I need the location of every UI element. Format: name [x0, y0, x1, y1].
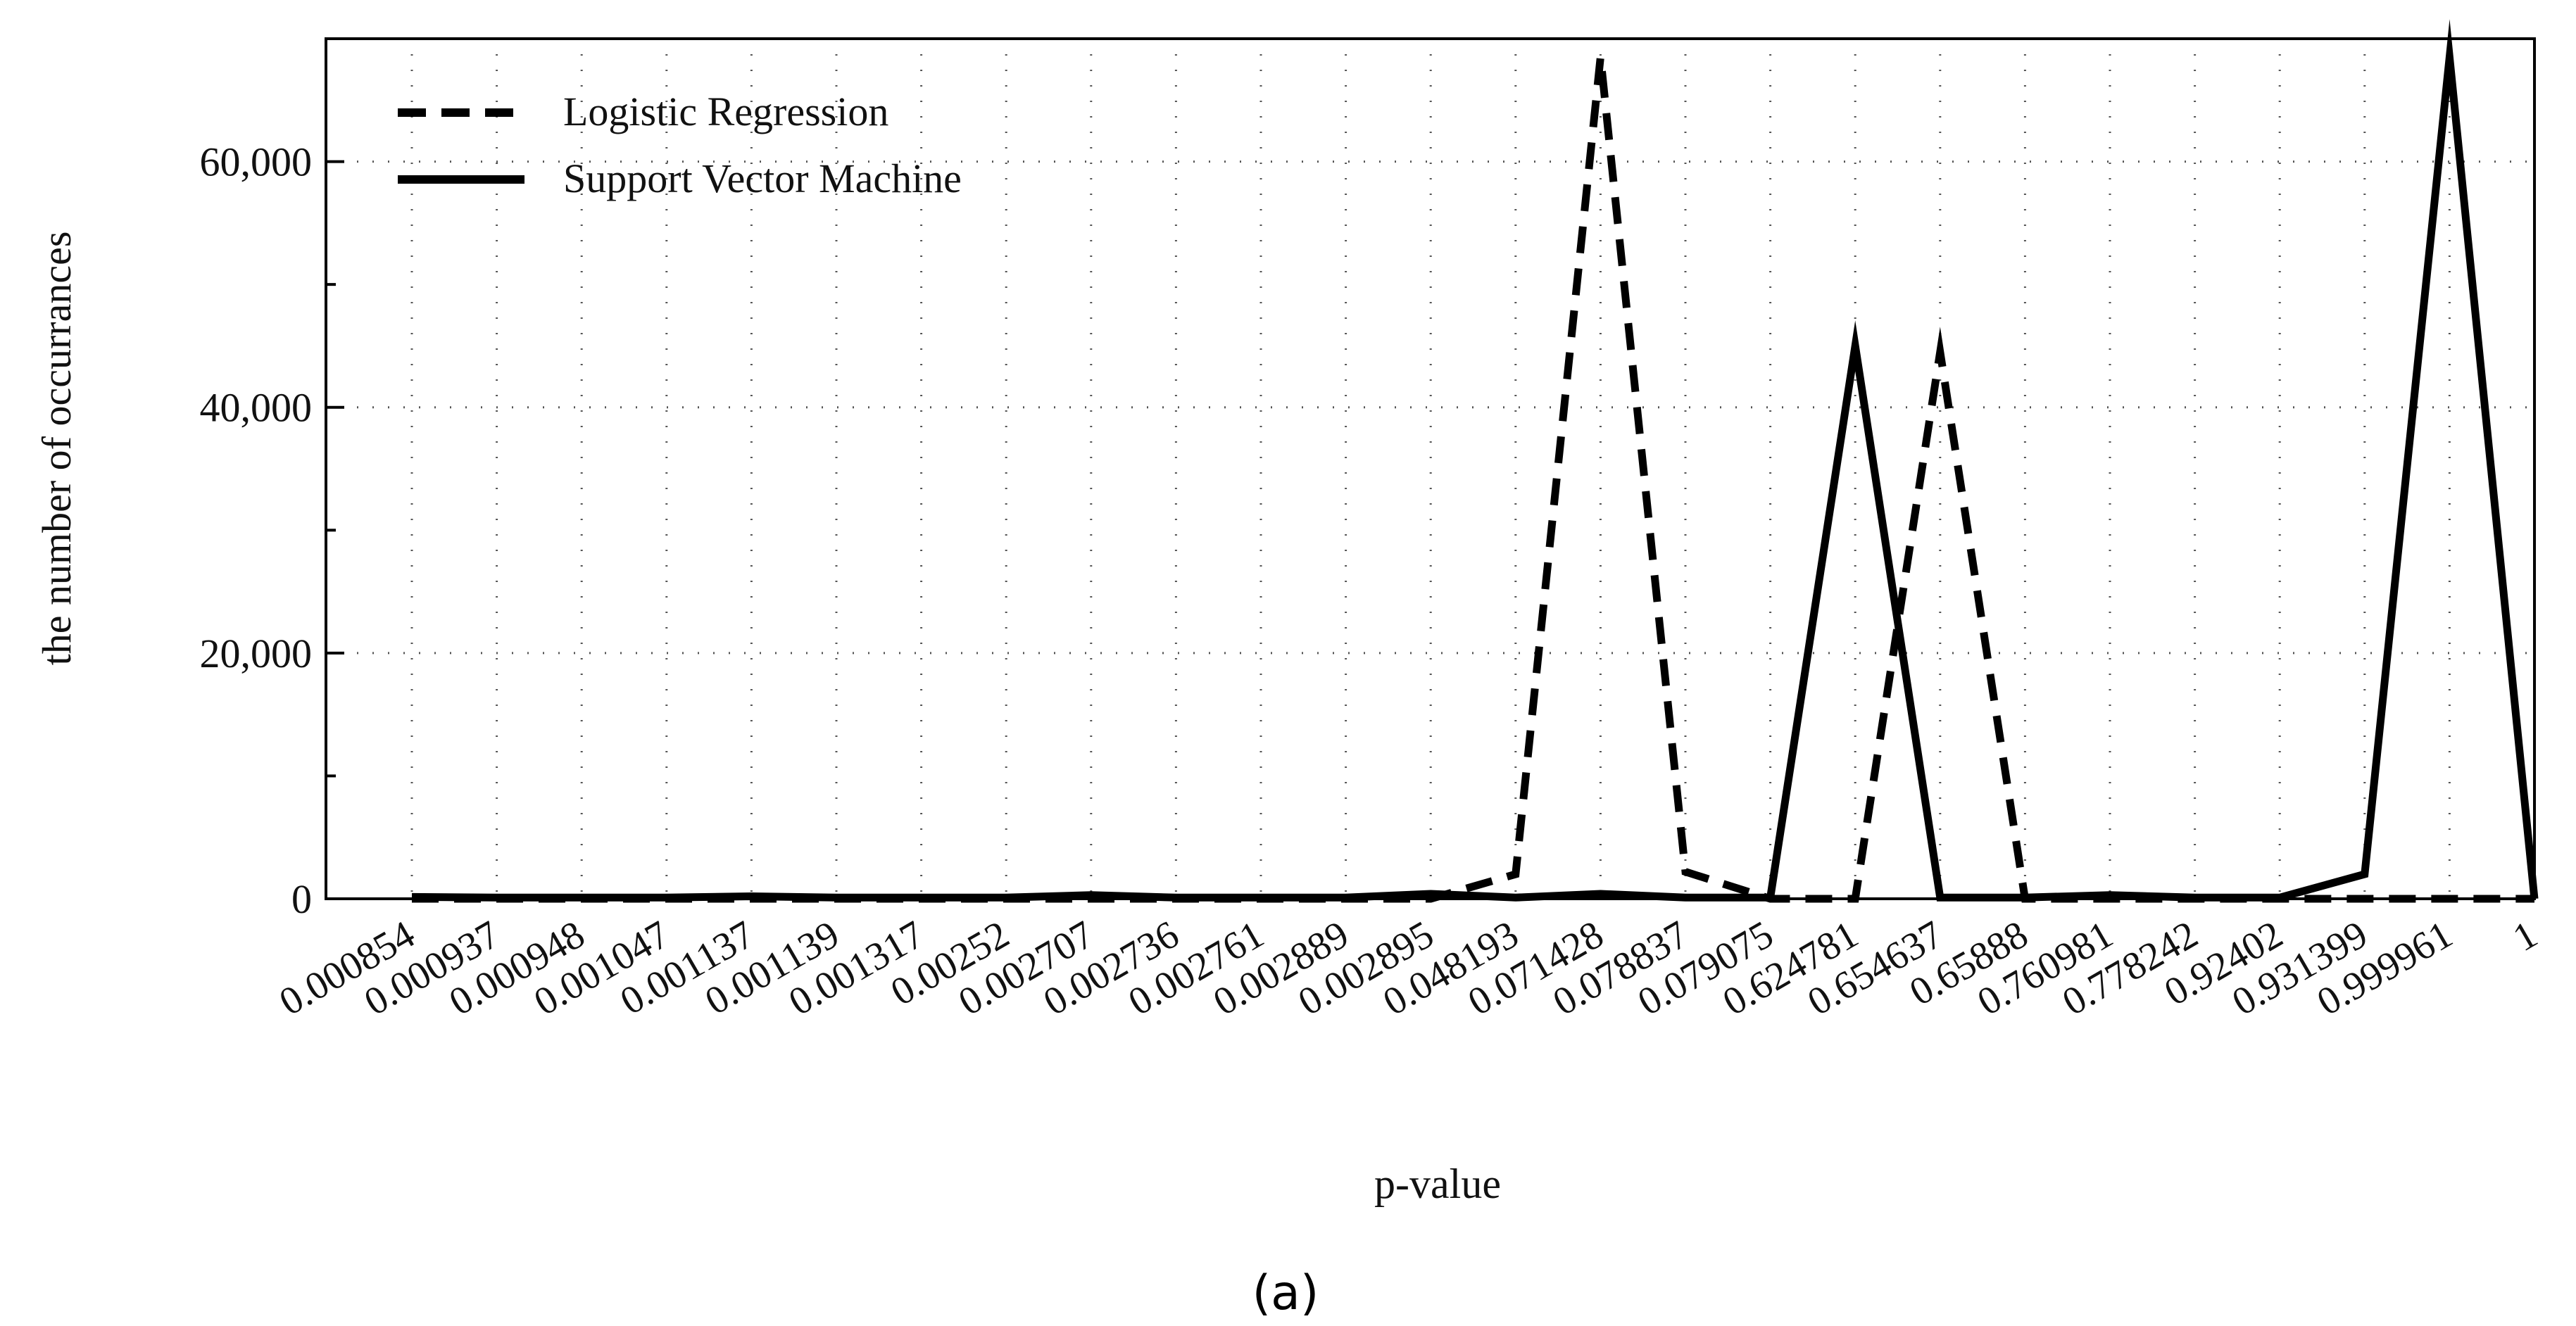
legend-label-support-vector-machine: Support Vector Machine	[563, 156, 962, 201]
x-axis-label: p-value	[1374, 1161, 1501, 1207]
y-tick-label: 20,000	[200, 631, 313, 676]
x-tick-label: 1	[2506, 913, 2544, 961]
y-axis-label: the number of occurrances	[34, 232, 80, 666]
legend-label-logistic-regression: Logistic Regression	[563, 89, 888, 134]
legend: Logistic Regression Support Vector Machi…	[398, 89, 962, 201]
axis-ticks: 0.0008540.0009370.0009480.0010470.001137…	[200, 139, 2545, 1025]
y-tick-label: 60,000	[200, 139, 313, 185]
series-layer	[411, 19, 2539, 903]
series-line-support-vector-machine	[411, 19, 2539, 902]
y-tick-label: 40,000	[200, 385, 313, 431]
y-tick-label: 0	[291, 876, 312, 922]
figure-caption: (a)	[1252, 1265, 1319, 1321]
